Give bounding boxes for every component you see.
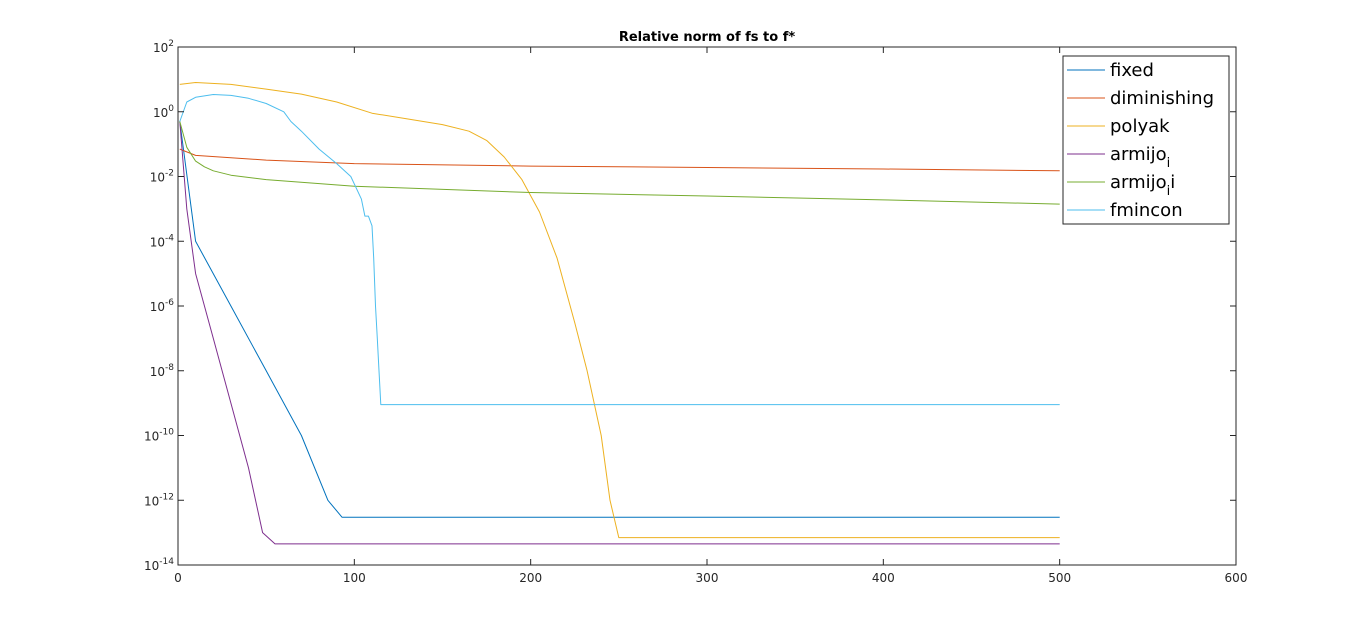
legend-label-main: fixed (1110, 60, 1154, 81)
y-tick-exponent: 2 (168, 39, 174, 49)
legend-label-main: polyak (1110, 116, 1170, 137)
legend-label-subscript: i (1167, 156, 1171, 171)
legend-label-main: diminishing (1110, 88, 1214, 109)
y-tick-exponent: -8 (165, 363, 174, 373)
y-tick-label: 100 (153, 104, 174, 120)
y-tick-label: 10-4 (150, 233, 175, 249)
y-tick-exponent: -6 (165, 298, 174, 308)
y-tick-base: 10 (144, 559, 159, 573)
y-tick-exponent: -2 (165, 169, 174, 179)
legend-label-tail: i (1170, 172, 1175, 193)
y-tick-label: 10-10 (144, 428, 174, 444)
y-tick-base: 10 (144, 430, 159, 444)
y-tick-label: 102 (153, 39, 174, 55)
y-tick-base: 10 (153, 41, 168, 55)
legend-label: diminishing (1110, 88, 1214, 109)
legend-label-subscript: i (1167, 184, 1171, 199)
series-line-2 (179, 82, 1060, 539)
legend-label: fixed (1110, 60, 1154, 81)
legend-label-main: fmincon (1110, 200, 1183, 221)
x-tick-label: 400 (872, 571, 895, 585)
x-tick-label: 0 (174, 571, 182, 585)
ticks-layer: 0 100 200 300 400 500 60010-1410-1210-1010-810… (144, 39, 1247, 585)
series-layer (179, 82, 1060, 545)
series-line-4 (179, 121, 1060, 205)
legend-label-main: armijo (1110, 172, 1167, 193)
y-tick-base: 10 (150, 300, 165, 314)
y-tick-base: 10 (150, 171, 165, 185)
y-tick-base: 10 (153, 106, 168, 120)
series-line-5 (179, 94, 1060, 406)
y-tick-exponent: 0 (168, 104, 174, 114)
x-tick-label: 100 (343, 571, 366, 585)
series-line-1 (179, 148, 1060, 172)
legend-label: armijoi (1110, 144, 1170, 171)
series-line-3 (179, 121, 1060, 545)
x-tick-label: 300 (696, 571, 719, 585)
y-tick-label: 10-12 (144, 492, 174, 508)
y-tick-label: 10-2 (150, 169, 174, 185)
y-tick-exponent: -14 (159, 557, 174, 567)
y-tick-exponent: -10 (159, 428, 174, 438)
y-tick-exponent: -4 (165, 233, 174, 243)
chart-title: Relative norm of fs to f* (619, 30, 796, 45)
series-line-0 (179, 121, 1060, 518)
y-tick-label: 10-8 (150, 363, 175, 379)
y-tick-base: 10 (144, 494, 159, 508)
legend-label: fmincon (1110, 200, 1183, 221)
legend-label: armijoii (1110, 172, 1175, 199)
y-tick-label: 10-14 (144, 557, 174, 573)
x-tick-label: 500 (1048, 571, 1071, 585)
y-tick-base: 10 (150, 365, 165, 379)
y-tick-label: 10-6 (150, 298, 175, 314)
legend-label: polyak (1110, 116, 1170, 137)
x-tick-label: 200 (519, 571, 542, 585)
legend: fixeddiminishingpolyakarmijoiarmijoiifmi… (1062, 55, 1230, 225)
legend-label-main: armijo (1110, 144, 1167, 165)
legend-box (1062, 55, 1230, 225)
y-tick-base: 10 (150, 235, 165, 249)
y-tick-exponent: -12 (159, 492, 174, 502)
x-tick-label: 600 (1225, 571, 1248, 585)
